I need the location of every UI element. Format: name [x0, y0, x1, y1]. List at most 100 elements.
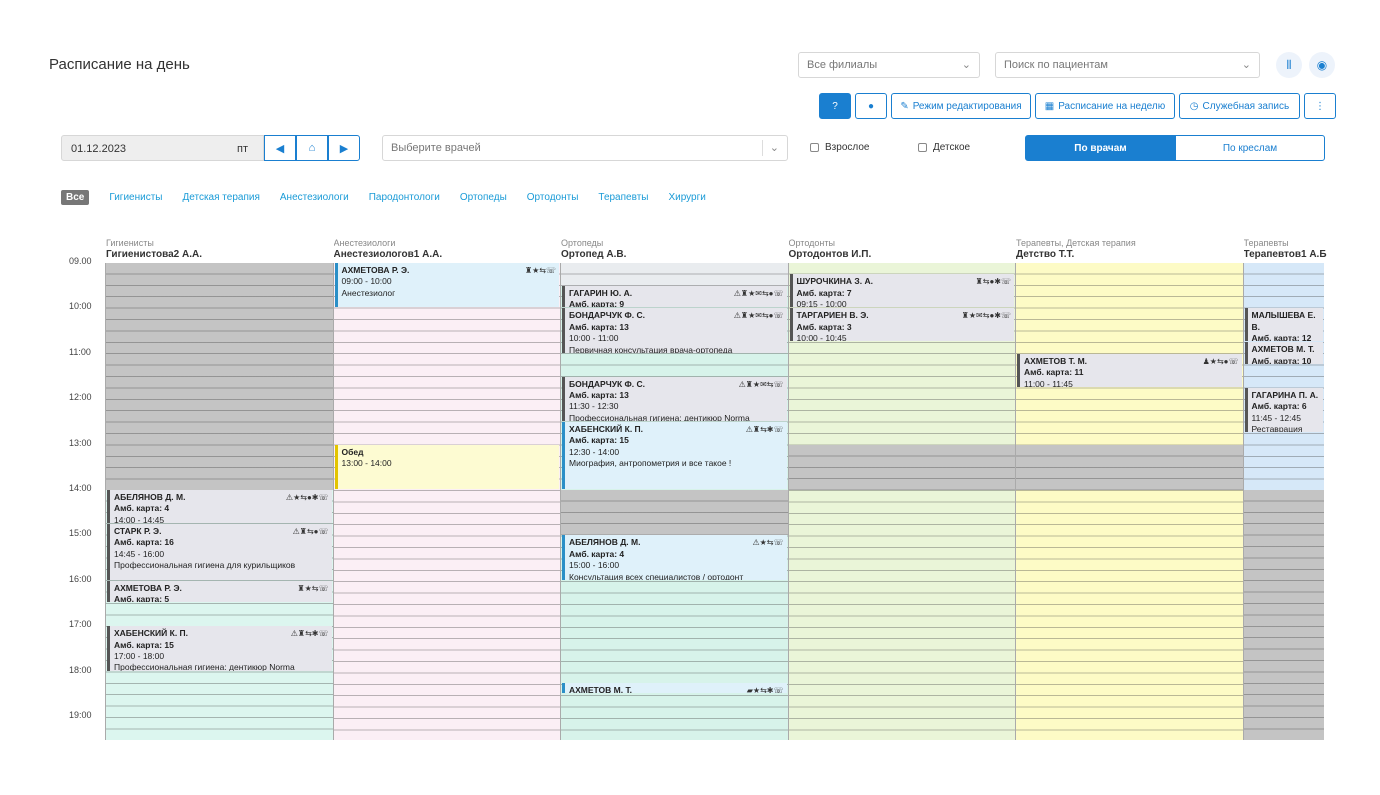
appointment-time: 13:00 - 14:00 — [341, 458, 392, 468]
page-title: Расписание на день — [49, 56, 190, 73]
doctor-specialty: Ортопеды — [561, 238, 604, 248]
patient-name: АХМЕТОВ М. Т. — [1251, 344, 1315, 355]
amb-card: Амб. карта: 5 — [114, 594, 170, 603]
settings-button[interactable]: ◉ — [1309, 52, 1335, 78]
child-checkbox-box[interactable] — [918, 143, 927, 152]
help-button[interactable]: ? — [819, 93, 851, 119]
by-doctors-tab[interactable]: По врачам — [1025, 135, 1176, 161]
filter-anesthesiologists[interactable]: Анестезиологи — [279, 192, 349, 203]
specialty-filters: Все Гигиенисты Детская терапия Анестезио… — [61, 190, 706, 205]
filter-hygienists[interactable]: Гигиенисты — [109, 192, 163, 203]
appointment[interactable]: ГАГАРИНА П. А. Амб. карта: 6 11:45 - 12:45… — [1244, 387, 1323, 433]
filter-orthodontists[interactable]: Ортодонты — [526, 192, 579, 203]
status-icons: ⚠♜⇆✱☏ — [745, 424, 784, 434]
appointment[interactable]: АХМЕТОВ М. Т. ▰★⇆✱☏ — [562, 682, 787, 694]
filter-periodontists[interactable]: Пародонтологи — [368, 192, 440, 203]
patient-name: ГАГАРИНА П. А. — [1251, 389, 1319, 400]
adult-checkbox[interactable]: Взрослое — [810, 142, 869, 153]
appointment[interactable]: АХМЕТОВА Р. Э. ♜★⇆☏ 09:00 - 10:00 Анестезио… — [334, 263, 559, 308]
doctor-column-header: Терапевты, Детская терапия Детство Т.Т. — [1016, 238, 1236, 260]
adult-checkbox-label: Взрослое — [825, 142, 870, 153]
today-button[interactable]: ⌂ — [296, 135, 328, 161]
time-band — [561, 263, 788, 286]
appointment[interactable]: АХМЕТОВ Т. М. ♟★⇆●☏ Амб. карта: 11 11:00 - … — [1017, 353, 1242, 387]
amb-card: Амб. карта: 10 — [1251, 355, 1312, 365]
filter-surgeons[interactable]: Хирурги — [668, 192, 706, 203]
appointment[interactable]: БОНДАРЧУК Ф. С. ⚠♜★✉⇆●☏ Амб. карта: 13 10:0… — [562, 308, 787, 353]
patient-name: МАЛЫШЕВА Е. В. — [1251, 310, 1316, 332]
patient-search-select[interactable]: Поиск по пациентам ⌄ — [995, 52, 1260, 78]
time-label: 16:00 — [69, 573, 92, 584]
appointment[interactable]: ТАРГАРИЕН В. Э. ♜★✉⇆●✱☏ Амб. карта: 3 10:00… — [789, 308, 1014, 342]
prev-day-button[interactable]: ◀ — [264, 135, 296, 161]
question-icon: ? — [832, 100, 838, 112]
appointment[interactable]: ХАБЕНСКИЙ К. П. ⚠♜⇆✱☏ Амб. карта: 15 12:30 … — [562, 421, 787, 489]
adult-checkbox-box[interactable] — [810, 143, 819, 152]
appointment-time: 10:00 - 11:00 — [569, 333, 619, 344]
time-label: 14:00 — [69, 483, 92, 493]
service-record-button[interactable]: ◷ Служебная запись — [1179, 93, 1300, 119]
filter-orthopedists[interactable]: Ортопеды — [459, 192, 507, 203]
filter-all[interactable]: Все — [61, 190, 90, 205]
week-schedule-button[interactable]: ▦ Расписание на неделю — [1035, 93, 1175, 119]
branch-select-value: Все филиалы — [807, 59, 878, 71]
amb-card: Амб. карта: 7 — [796, 287, 852, 298]
time-label: 09.00 — [69, 256, 92, 266]
appointment-note: Реставрация прем — [1251, 424, 1303, 433]
calendar-icon: ▦ — [1044, 100, 1055, 112]
date-value: 01.12.2023 — [71, 143, 127, 155]
appointment[interactable]: ШУРОЧКИНА З. А. ♜⇆●✱☏ Амб. карта: 7 09:15 -… — [789, 274, 1014, 308]
appointment[interactable]: АХМЕТОВА Р. Э. ♜★⇆☏ Амб. карта: 5 — [107, 580, 332, 603]
appointment[interactable]: СТАРК Р. Э. ⚠♜⇆●☏ Амб. карта: 16 14:45 - 16… — [107, 524, 332, 580]
doctor-specialty: Гигиенисты — [106, 238, 154, 248]
doctor-select[interactable]: Выберите врачей ⌄ — [382, 135, 788, 161]
appointment-time: 09:15 - 10:00 — [796, 299, 847, 308]
patient-name: СТАРК Р. Э. — [114, 526, 162, 537]
user-button[interactable]: ● — [855, 93, 887, 119]
edit-mode-button[interactable]: ✎ Режим редактирования — [891, 93, 1031, 119]
appointment[interactable]: АХМЕТОВ М. Т. Амб. карта: 10 — [1244, 342, 1323, 365]
doctor-column-header: Гигиенисты Гигиенистова2 А.А. — [106, 238, 326, 260]
doctor-specialty: Терапевты, Детская терапия — [1016, 238, 1136, 248]
time-label: 12:00 — [69, 392, 92, 403]
doctor-name[interactable]: Терапевтов1 А.Б — [1243, 249, 1327, 260]
appointment[interactable]: МАЛЫШЕВА Е. В.Амб. карта: 1210:00 - 10:4… — [1244, 308, 1323, 342]
doctor-specialty: Анестезиологи — [333, 238, 396, 248]
amb-card: Амб. карта: 11 — [1024, 367, 1084, 378]
appointment[interactable]: АБЕЛЯНОВ Д. М. ⚠★⇆●✱☏ Амб. карта: 4 14:00 -… — [107, 490, 332, 524]
appointment-note: Консультация всех специалистов / ортодон… — [569, 571, 744, 580]
next-day-button[interactable]: ▶ — [328, 135, 360, 161]
status-icons: ⚠♜⇆●☏ — [292, 527, 329, 537]
appointment-time: 14:00 - 14:45 — [114, 514, 165, 524]
by-chairs-tab[interactable]: По креслам — [1175, 135, 1325, 161]
amb-card: Амб. карта: 13 — [569, 321, 629, 332]
doctor-name[interactable]: Ортодонтов И.П. — [788, 249, 872, 260]
appointment-note: Анестезиолог — [341, 287, 396, 298]
status-icons: ⚠★⇆☏ — [752, 538, 784, 548]
time-label: 19:00 — [69, 710, 92, 720]
status-icons: ⚠♜★✉⇆☏ — [738, 379, 784, 389]
edit-icon: ✎ — [900, 100, 909, 112]
user-icon: ● — [867, 100, 875, 112]
branch-select[interactable]: Все филиалы ⌄ — [798, 52, 980, 78]
filter-therapists[interactable]: Терапевты — [598, 192, 649, 203]
columns-button[interactable]: ⦀ — [1276, 52, 1302, 78]
doctor-column: АХМЕТОВА Р. Э. ♜★⇆☏ 09:00 - 10:00 Анестезио… — [332, 263, 560, 740]
appointment[interactable]: АБЕЛЯНОВ Д. М. ⚠★⇆☏ Амб. карта: 4 15:00 - 1… — [562, 535, 787, 580]
filter-child-therapy[interactable]: Детская терапия — [182, 192, 260, 203]
date-field[interactable]: 01.12.2023 пт — [61, 135, 264, 161]
appointment[interactable]: ГАГАРИН Ю. А. ⚠♜★✉⇆●☏ Амб. карта: 9 — [562, 285, 787, 308]
doctor-name[interactable]: Анестезиологов1 А.А. — [333, 249, 443, 260]
more-button[interactable]: ⋮ — [1304, 93, 1336, 119]
child-checkbox[interactable]: Детское — [918, 142, 970, 153]
arrow-left-icon: ◀ — [275, 142, 285, 155]
doctor-name[interactable]: Детство Т.Т. — [1016, 249, 1075, 260]
appointment[interactable]: Обед 13:00 - 14:00 — [334, 444, 559, 489]
doctor-name[interactable]: Ортопед А.В. — [561, 249, 627, 260]
appointment[interactable]: БОНДАРЧУК Ф. С. ⚠♜★✉⇆☏ Амб. карта: 13 11:30… — [562, 376, 787, 421]
clock-icon: ◷ — [1189, 100, 1199, 112]
doctor-name[interactable]: Гигиенистова2 А.А. — [106, 249, 202, 260]
patient-name: ХАБЕНСКИЙ К. П. — [114, 628, 189, 639]
patient-name: Обед — [341, 446, 364, 457]
appointment[interactable]: ХАБЕНСКИЙ К. П. ⚠♜⇆✱☏ Амб. карта: 15 17:00 … — [107, 626, 332, 671]
